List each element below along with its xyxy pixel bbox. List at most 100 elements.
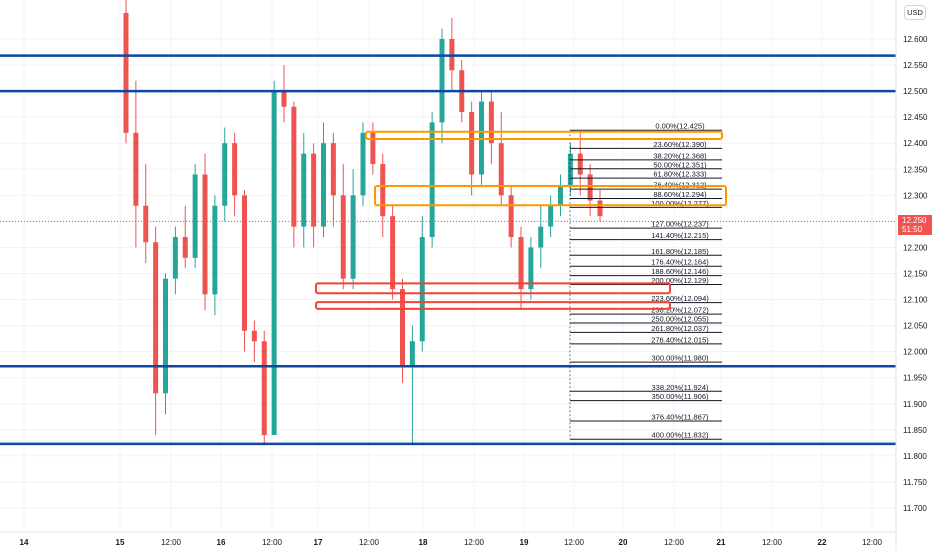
fib-level-label: 400.00%(11.832) [652, 431, 709, 440]
fib-level-label: 88.60%(12.294) [653, 190, 707, 199]
fib-level-label: 176.40%(12.164) [651, 258, 709, 267]
x-tick-label: 12:00 [359, 538, 380, 547]
candle-body [330, 143, 336, 196]
fib-level-label: 350.00%(11.906) [652, 392, 709, 401]
fib-level-label: 300.00%(11.980) [652, 354, 709, 363]
grid [0, 0, 896, 532]
x-tick-label: 12:00 [564, 538, 585, 547]
candle-body [212, 205, 218, 295]
fib-level-label: 127.00%(12.237) [651, 220, 709, 229]
y-tick-label: 11.700 [903, 504, 927, 513]
fib-level-label: 376.40%(11.867) [652, 412, 709, 421]
fib-level-label: 250.00%(12.055) [651, 314, 709, 323]
y-tick-label: 12.400 [903, 139, 928, 148]
y-tick-label: 12.550 [903, 61, 928, 70]
red-zone-box [315, 301, 671, 310]
candle-body [350, 195, 356, 279]
candle-body [153, 242, 159, 394]
x-tick-label: 15 [116, 538, 125, 547]
currency-badge[interactable]: USD [904, 5, 926, 20]
fib-level-label: 261.80%(12.037) [651, 324, 709, 333]
fib-level-label: 188.60%(12.146) [651, 267, 709, 276]
candle-body [251, 330, 257, 342]
candle-body [232, 143, 238, 196]
x-tick-label: 22 [818, 538, 827, 547]
fib-level-label: 0.00%(12.425) [655, 122, 705, 131]
y-tick-label: 12.350 [903, 165, 928, 174]
y-tick-label: 12.100 [903, 296, 928, 305]
y-tick-label: 11.800 [903, 452, 927, 461]
candle-body [419, 237, 425, 342]
support-resistance-levels [0, 54, 896, 446]
candles [123, 0, 603, 446]
fib-level-label: 100.00%(12.277) [651, 199, 709, 208]
fib-level-label: 276.40%(12.015) [651, 335, 709, 344]
candle-body [508, 195, 514, 238]
last-price-value: 12.250 [902, 216, 927, 226]
fib-level-label: 23.60%(12.390) [653, 140, 707, 149]
y-tick-label: 11.850 [903, 426, 927, 435]
last-price-label: 12.250 51:50 [898, 215, 932, 236]
candle-body [222, 143, 228, 206]
x-tick-label: 14 [20, 538, 29, 547]
candle-body [271, 91, 277, 436]
candle-body [291, 106, 297, 227]
candle-body [261, 341, 267, 436]
candle-body [242, 195, 247, 331]
candle-body [301, 153, 307, 227]
fib-level-label: 338.20%(11.924) [652, 383, 709, 392]
candle-body [429, 122, 435, 238]
zones [315, 130, 727, 310]
candle-body [143, 205, 149, 243]
candle-body [192, 174, 198, 258]
candle-body [133, 132, 139, 206]
bar-countdown: 51:50 [902, 225, 923, 235]
x-tick-label: 16 [217, 538, 226, 547]
y-tick-label: 12.450 [903, 113, 928, 122]
y-tick-label: 12.500 [903, 87, 928, 96]
candle-body [488, 101, 494, 144]
fibonacci-extension: 0.00%(12.425) 23.60%(12.390) 38.20%(12.368… [569, 122, 722, 440]
candle-body [597, 200, 603, 217]
fib-level-label: 38.20%(12.368) [653, 151, 707, 160]
candle-body [281, 91, 287, 107]
candle-body [577, 153, 583, 175]
red-zone-box [315, 282, 671, 295]
fib-level-label: 223.60%(12.094) [651, 294, 709, 303]
y-tick-label: 11.950 [903, 374, 927, 383]
candle-body [321, 143, 326, 227]
candle-body [202, 174, 208, 295]
candle-body [439, 39, 445, 123]
fib-level-label: 61.80%(12.333) [653, 170, 707, 179]
y-tick-label: 12.150 [903, 269, 928, 278]
y-tick-label: 12.000 [903, 348, 928, 357]
candle-body [172, 237, 178, 279]
candle-body [311, 153, 317, 227]
candle-body [390, 216, 396, 290]
candle-body [370, 132, 376, 165]
x-tick-label: 12:00 [862, 538, 883, 547]
x-tick-label: 21 [717, 538, 726, 547]
candle-body [163, 278, 168, 394]
y-tick-label: 11.900 [903, 400, 927, 409]
candle-body [548, 205, 554, 227]
x-tick-label: 20 [619, 538, 628, 547]
orange-zone-box [374, 184, 727, 207]
candle-body [380, 164, 386, 217]
candle-body [409, 341, 415, 368]
y-tick-label: 12.600 [903, 35, 928, 44]
x-tick-label: 12:00 [464, 538, 485, 547]
fib-level-label: 200.00%(12.129) [651, 276, 709, 285]
candle-body [567, 153, 573, 185]
x-tick-label: 12:00 [664, 538, 685, 547]
candle-body [587, 174, 593, 201]
orange-zone-box [365, 130, 723, 141]
candle-body [479, 101, 484, 175]
x-tick-label: 19 [520, 538, 529, 547]
candle-body [400, 289, 405, 368]
candle-body [498, 143, 504, 196]
fib-level-label: 50.00%(12.351) [653, 160, 707, 169]
